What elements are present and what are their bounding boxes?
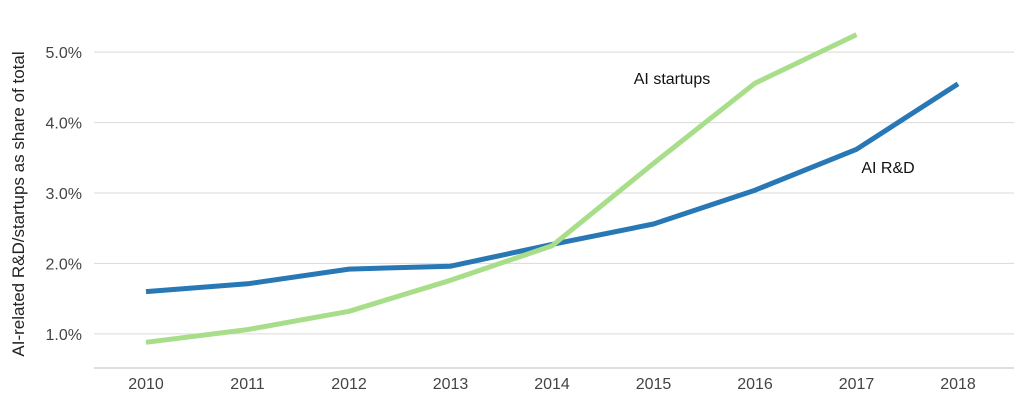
y-axis-ticks: 1.0% 2.0% 3.0% 4.0% 5.0% [46,45,82,344]
y-axis-title: AI-related R&D/startups as share of tota… [9,51,28,356]
x-tick-label: 2012 [331,376,367,393]
series-labels: AI R&D AI startups [634,71,915,177]
x-axis-ticks: 2010 2011 2012 2013 2014 2015 2016 2017 2018 [128,376,976,393]
series-line-ai-startups [145,32,858,345]
x-tick-label: 2018 [940,376,976,393]
y-tick-label: 1.0% [46,327,82,344]
y-tick-label: 4.0% [46,116,82,133]
x-tick-label: 2016 [737,376,773,393]
series-label-ai-startups: AI startups [634,71,710,88]
y-tick-label: 2.0% [46,256,82,273]
x-tick-label: 2014 [534,376,570,393]
x-tick-label: 2013 [433,376,469,393]
x-tick-label: 2011 [230,376,265,393]
gridlines [94,51,1014,369]
series-lines [145,32,960,345]
series-line-ai-r-d [145,81,960,295]
x-tick-label: 2017 [839,376,875,393]
y-tick-label: 5.0% [46,45,82,62]
x-tick-label: 2015 [636,376,672,393]
series-label-ai-r-d: AI R&D [861,160,914,177]
y-tick-label: 3.0% [46,186,82,203]
x-tick-label: 2010 [128,376,164,393]
